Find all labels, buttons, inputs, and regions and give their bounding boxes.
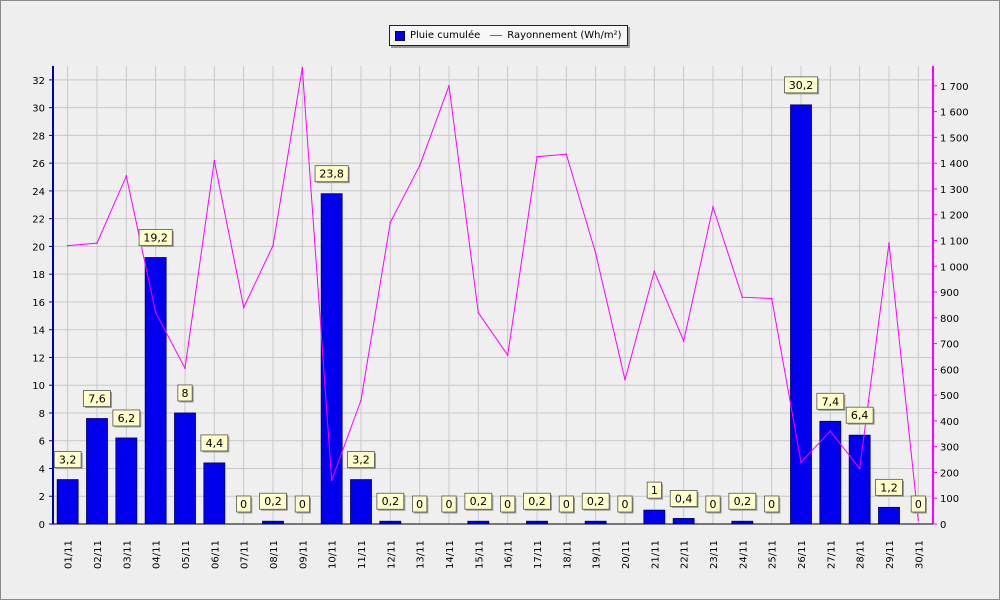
legend-item-pluie: Pluie cumulée [395,30,480,41]
legend-swatch-bar [395,30,405,41]
legend-label-pluie: Pluie cumulée [410,30,481,41]
legend: Pluie cumulée Rayonnement (Wh/m²) [389,25,629,46]
legend-item-rayonnement: Rayonnement (Wh/m²) [480,30,621,41]
legend-swatch-line [490,35,503,36]
legend-label-rayonnement: Rayonnement (Wh/m²) [507,30,622,41]
